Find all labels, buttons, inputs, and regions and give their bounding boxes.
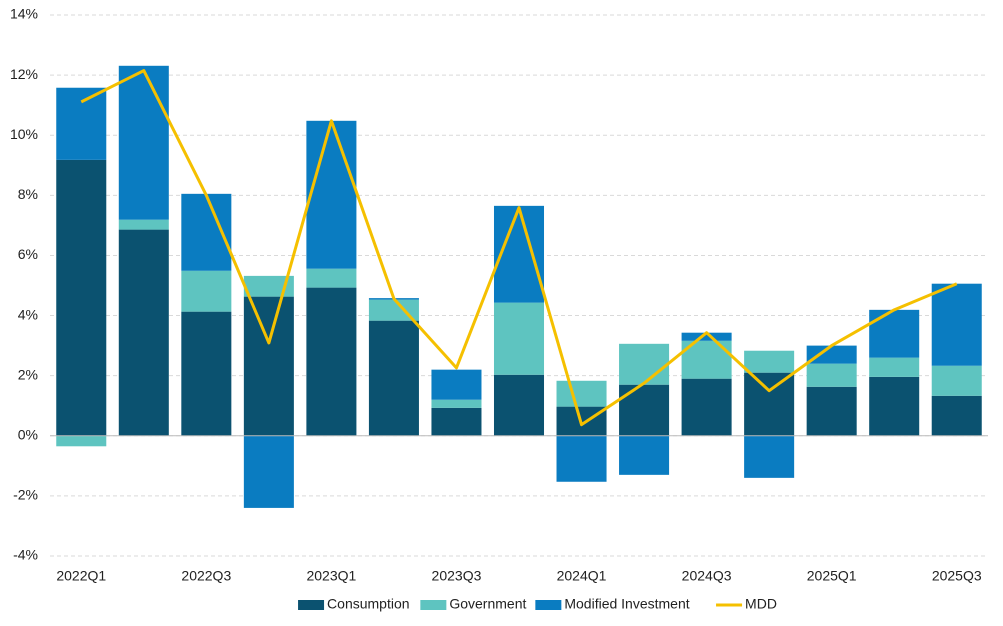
bar: [306, 120, 357, 269]
y-tick-label: 14%: [10, 6, 38, 22]
bar: [118, 219, 169, 230]
y-tick-label: -4%: [13, 547, 38, 563]
bar: [431, 399, 482, 408]
bar: [118, 65, 169, 220]
bar: [744, 350, 795, 373]
x-tick-label: 2025Q3: [932, 568, 982, 584]
bar: [556, 435, 607, 482]
bar: [619, 384, 670, 436]
bar: [56, 159, 107, 436]
bar: [931, 283, 982, 366]
bar: [556, 380, 607, 407]
bar: [744, 372, 795, 436]
bar: [744, 435, 795, 478]
bar: [431, 369, 482, 400]
x-tick-label: 2025Q1: [807, 568, 857, 584]
bar: [931, 365, 982, 396]
bar: [118, 229, 169, 436]
x-tick-label: 2023Q3: [432, 568, 482, 584]
legend-label: Modified Investment: [564, 596, 689, 612]
bar: [493, 374, 545, 436]
bar: [368, 299, 419, 321]
y-tick-label: 4%: [18, 306, 38, 322]
bar: [619, 435, 670, 475]
x-tick-label: 2024Q3: [682, 568, 732, 584]
bar: [681, 378, 732, 436]
legend-label: MDD: [745, 596, 777, 612]
bar: [243, 275, 294, 297]
y-tick-label: 2%: [18, 366, 38, 382]
bar: [806, 345, 857, 364]
bar: [181, 270, 232, 312]
bar: [306, 268, 357, 288]
bar: [869, 309, 920, 358]
bar: [56, 87, 107, 160]
legend-swatch: [298, 600, 325, 610]
y-tick-label: 8%: [18, 186, 38, 202]
bar: [243, 296, 294, 436]
y-tick-label: 0%: [18, 426, 38, 442]
y-tick-label: -2%: [13, 487, 38, 503]
line: [80, 69, 958, 427]
bar: [869, 357, 920, 377]
legend-label: Government: [449, 596, 526, 612]
bar: [56, 435, 107, 447]
bar: [306, 287, 357, 436]
y-tick-label: 12%: [10, 66, 38, 82]
bar: [181, 311, 232, 436]
bar: [806, 363, 857, 387]
legend-swatch: [420, 600, 447, 610]
y-tick-label: 10%: [10, 126, 38, 142]
legend-swatch: [535, 600, 562, 610]
bar: [243, 435, 294, 508]
bar: [181, 193, 232, 271]
legend-label: Consumption: [327, 596, 410, 612]
bar: [869, 376, 920, 436]
bar: [681, 332, 732, 341]
bar: [368, 320, 419, 436]
bar: [931, 395, 982, 436]
x-tick-label: 2022Q3: [181, 568, 231, 584]
x-tick-label: 2022Q1: [56, 568, 106, 584]
bar: [806, 386, 857, 436]
x-tick-label: 2023Q1: [306, 568, 356, 584]
y-tick-label: 6%: [18, 246, 38, 262]
x-tick-label: 2024Q1: [557, 568, 607, 584]
bar: [431, 407, 482, 436]
bar: [493, 302, 545, 375]
bar: [619, 343, 670, 385]
